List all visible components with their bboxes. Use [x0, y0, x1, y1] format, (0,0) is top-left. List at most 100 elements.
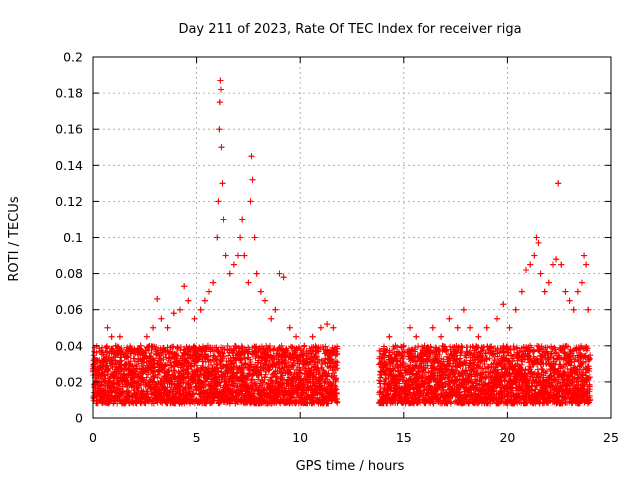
y-tick-label: 0.16 [55, 122, 83, 137]
data-point [239, 216, 246, 223]
data-point [104, 324, 111, 331]
y-tick-label: 0.14 [55, 158, 83, 173]
data-point [467, 324, 474, 331]
data-point [392, 342, 399, 349]
data-point [226, 270, 233, 277]
data-point [553, 256, 560, 263]
chart-title: Day 211 of 2023, Rate Of TEC Index for r… [178, 22, 521, 37]
y-tick-label: 0.2 [63, 50, 83, 65]
data-point [583, 261, 590, 268]
data-point [249, 176, 256, 183]
data-point [206, 288, 213, 295]
data-point [170, 310, 177, 317]
data-point [574, 288, 581, 295]
x-tick-label: 0 [89, 430, 97, 445]
data-point [268, 315, 275, 322]
data-point [158, 315, 165, 322]
data-point [301, 342, 308, 349]
y-tick-label: 0 [75, 411, 83, 426]
data-point [230, 261, 237, 268]
data-point [500, 301, 507, 308]
data-point [248, 153, 255, 160]
data-points [90, 77, 594, 407]
data-point [216, 126, 223, 133]
data-point [483, 324, 490, 331]
data-point [131, 346, 138, 353]
ticks [92, 56, 612, 419]
data-point [237, 234, 244, 241]
data-point [566, 297, 573, 304]
data-point [245, 279, 252, 286]
data-point [276, 270, 283, 277]
data-point [555, 180, 562, 187]
data-point [112, 342, 119, 349]
data-point [460, 306, 467, 313]
y-tick-label: 0.12 [55, 194, 83, 209]
data-point [219, 180, 226, 187]
data-point [533, 234, 540, 241]
x-tick-label: 5 [193, 430, 201, 445]
data-point [585, 306, 592, 313]
data-point [218, 144, 225, 151]
data-point [570, 306, 577, 313]
data-point [386, 333, 393, 340]
data-point [191, 315, 198, 322]
x-tick-label: 20 [499, 430, 515, 445]
data-point [446, 315, 453, 322]
data-point [150, 324, 157, 331]
data-point [253, 270, 260, 277]
tick-labels: 0 5 10 15 20 25 0 0.02 0.04 0.06 0.08 0.1 0.12 0.14 0.… [55, 50, 619, 446]
y-tick-label: 0.1 [63, 230, 83, 245]
data-point [324, 321, 331, 328]
data-point [220, 216, 227, 223]
data-point [523, 266, 530, 273]
data-point [541, 288, 548, 295]
data-point [164, 324, 171, 331]
data-point [578, 279, 585, 286]
data-point [293, 333, 300, 340]
data-point [527, 261, 534, 268]
data-point [413, 333, 420, 340]
data-point [137, 342, 144, 349]
data-point [216, 99, 223, 106]
data-point [506, 324, 513, 331]
data-point [261, 297, 268, 304]
data-point [251, 234, 258, 241]
data-point [535, 239, 542, 246]
data-point [218, 86, 225, 93]
data-point [380, 351, 387, 358]
x-tick-label: 10 [292, 430, 308, 445]
data-point [181, 283, 188, 290]
data-point [217, 77, 224, 84]
y-tick-label: 0.06 [55, 302, 83, 317]
data-point [545, 279, 552, 286]
data-point [429, 324, 436, 331]
data-point [177, 306, 184, 313]
data-point [96, 369, 103, 376]
data-point [317, 324, 324, 331]
data-point [210, 279, 217, 286]
data-point [247, 198, 254, 205]
y-tick-label: 0.04 [55, 338, 83, 353]
data-point [197, 306, 204, 313]
data-point [407, 324, 414, 331]
data-point [116, 333, 123, 340]
data-point [558, 261, 565, 268]
data-point [215, 198, 222, 205]
data-point [400, 342, 407, 349]
data-point [235, 252, 242, 259]
data-point [100, 351, 107, 358]
data-point [454, 324, 461, 331]
y-tick-label: 0.18 [55, 86, 83, 101]
data-point [123, 360, 130, 367]
y-tick-label: 0.08 [55, 266, 83, 281]
data-point [241, 252, 248, 259]
data-point [143, 333, 150, 340]
data-point [562, 288, 569, 295]
x-tick-label: 15 [396, 430, 412, 445]
data-point [257, 288, 264, 295]
data-point [214, 234, 221, 241]
y-axis-title: ROTI / TECUs [7, 196, 22, 281]
data-point [537, 270, 544, 277]
data-point [531, 252, 538, 259]
